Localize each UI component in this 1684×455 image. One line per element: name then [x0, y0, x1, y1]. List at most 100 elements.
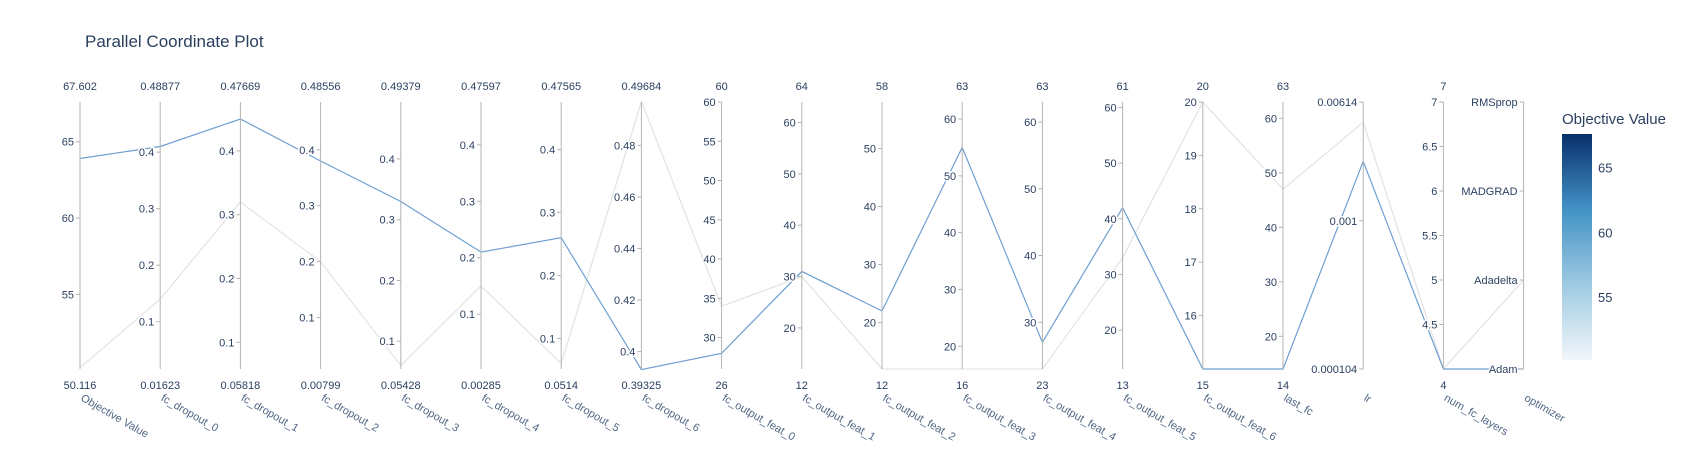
axis-tick-label-18-0: Adam	[1489, 364, 1518, 376]
axis-tick-label-9-1: 30	[784, 272, 796, 284]
axis-max-label-7: 0.49684	[622, 81, 662, 93]
axis-tick-label-13-1: 30	[1104, 269, 1116, 281]
axis-tick-label-3-0: 0.1	[299, 313, 314, 325]
axis-tick-label-9-4: 60	[784, 118, 796, 130]
axis-tick-label-2-2: 0.3	[219, 210, 234, 222]
axis-tick-label-1-1: 0.2	[139, 260, 154, 272]
axis-min-label-17: 4	[1440, 380, 1446, 392]
axis-tick-label-10-0: 20	[864, 318, 876, 330]
axis-min-label-5: 0.00285	[461, 380, 501, 392]
axis-tick-label-13-4: 60	[1104, 103, 1116, 115]
axis-min-label-3: 0.00799	[301, 380, 341, 392]
axis-tick-label-7-4: 0.48	[614, 140, 635, 152]
axis-tick-label-8-5: 55	[703, 136, 715, 148]
axis-title-0: Objective Value	[79, 392, 151, 441]
axis-title-18: optimizer	[1522, 392, 1567, 425]
axis-tick-label-11-3: 50	[944, 171, 956, 183]
axis-max-label-9: 64	[796, 81, 808, 93]
axis-tick-label-6-1: 0.2	[540, 270, 555, 282]
axis-tick-label-1-2: 0.3	[139, 204, 154, 216]
axis-tick-label-9-0: 20	[784, 323, 796, 335]
axis-tick-label-15-2: 40	[1265, 222, 1277, 234]
axis-max-label-6: 0.47565	[541, 81, 581, 93]
axis-tick-label-5-3: 0.4	[460, 140, 475, 152]
axis-min-label-0: 50.116	[64, 380, 97, 392]
axis-tick-label-4-1: 0.2	[380, 275, 395, 287]
axis-title-5: fc_dropout_4	[480, 392, 542, 435]
axis-tick-label-0-0: 55	[62, 289, 74, 301]
colorbar-tick-label-2: 65	[1598, 161, 1612, 176]
axis-tick-label-7-3: 0.46	[614, 192, 635, 204]
axis-tick-label-8-4: 50	[703, 176, 715, 188]
axis-title-11: fc_output_feat_3	[961, 392, 1038, 443]
axis-tick-label-17-5: 7	[1431, 97, 1437, 109]
axis-min-label-1: 0.01623	[140, 380, 180, 392]
axis-tick-label-8-0: 30	[703, 333, 715, 345]
axis-tick-label-16-0: 0.000104	[1311, 364, 1357, 376]
axis-title-6: fc_dropout_5	[560, 392, 622, 435]
axis-tick-label-17-4: 6.5	[1422, 142, 1437, 154]
axis-tick-label-6-3: 0.4	[540, 145, 555, 157]
axis-tick-label-3-2: 0.3	[299, 201, 314, 213]
axis-tick-label-6-2: 0.3	[540, 208, 555, 220]
axis-tick-label-8-1: 35	[703, 293, 715, 305]
axis-tick-label-18-3: RMSprop	[1471, 97, 1517, 109]
axis-tick-label-2-3: 0.4	[219, 146, 234, 158]
axis-min-label-12: 23	[1036, 380, 1048, 392]
axis-max-label-4: 0.49379	[381, 81, 421, 93]
axis-title-15: last_fc	[1282, 392, 1316, 419]
axis-tick-label-7-0: 0.4	[620, 347, 635, 359]
axis-max-label-5: 0.47597	[461, 81, 501, 93]
axis-max-label-3: 0.48556	[301, 81, 341, 93]
axis-tick-label-4-3: 0.4	[380, 154, 395, 166]
colorbar-gradient	[1562, 134, 1592, 360]
axis-tick-label-15-1: 30	[1265, 277, 1277, 289]
axis-max-label-8: 60	[715, 81, 727, 93]
axis-title-10: fc_output_feat_2	[881, 392, 958, 443]
axis-tick-label-5-2: 0.3	[460, 196, 475, 208]
axis-tick-label-1-3: 0.4	[139, 147, 154, 159]
axis-tick-label-14-3: 19	[1185, 150, 1197, 162]
axis-tick-label-1-0: 0.1	[139, 317, 154, 329]
axis-min-label-13: 13	[1116, 380, 1128, 392]
axis-tick-label-15-4: 60	[1265, 113, 1277, 125]
axis-title-1: fc_dropout_0	[159, 392, 221, 435]
chart-title: Parallel Coordinate Plot	[85, 32, 264, 51]
axis-tick-label-12-0: 30	[1024, 317, 1036, 329]
axis-tick-label-17-1: 5	[1431, 275, 1437, 287]
axis-tick-label-12-3: 60	[1024, 117, 1036, 129]
axis-min-label-9: 12	[796, 380, 808, 392]
axis-title-8: fc_output_feat_0	[720, 392, 797, 443]
axis-tick-label-17-0: 4.5	[1422, 320, 1437, 332]
axis-tick-label-9-3: 50	[784, 169, 796, 181]
axis-tick-label-10-2: 40	[864, 201, 876, 213]
axis-tick-label-3-3: 0.4	[299, 145, 314, 157]
axis-min-label-11: 16	[956, 380, 968, 392]
axis-tick-label-17-3: 6	[1431, 186, 1437, 198]
axis-title-13: fc_output_feat_5	[1121, 392, 1198, 443]
axis-tick-label-13-3: 50	[1104, 158, 1116, 170]
axis-tick-label-14-4: 20	[1185, 97, 1197, 109]
axis-tick-label-14-2: 18	[1185, 204, 1197, 216]
axis-max-label-15: 63	[1277, 81, 1289, 93]
axis-max-label-2: 0.47669	[221, 81, 261, 93]
axis-min-label-4: 0.05428	[381, 380, 421, 392]
axis-tick-label-15-3: 50	[1265, 168, 1277, 180]
axis-tick-label-12-1: 40	[1024, 251, 1036, 263]
axis-title-2: fc_dropout_1	[239, 392, 301, 435]
axis-min-label-8: 26	[715, 380, 727, 392]
axis-tick-label-7-2: 0.44	[614, 244, 635, 256]
axis-tick-label-13-0: 20	[1104, 325, 1116, 337]
axis-min-label-15: 14	[1277, 380, 1289, 392]
axis-tick-label-14-0: 16	[1185, 311, 1197, 323]
axis-tick-label-2-1: 0.2	[219, 274, 234, 286]
axis-tick-label-18-1: Adadelta	[1474, 275, 1518, 287]
axis-title-7: fc_dropout_6	[640, 392, 702, 435]
axis-tick-label-16-1: 0.001	[1330, 216, 1358, 228]
axis-max-label-10: 58	[876, 81, 888, 93]
axis-min-label-2: 0.05818	[221, 380, 261, 392]
colorbar-tick-label-1: 60	[1598, 225, 1612, 240]
axis-tick-label-9-2: 40	[784, 220, 796, 232]
axis-title-12: fc_output_feat_4	[1041, 392, 1118, 443]
